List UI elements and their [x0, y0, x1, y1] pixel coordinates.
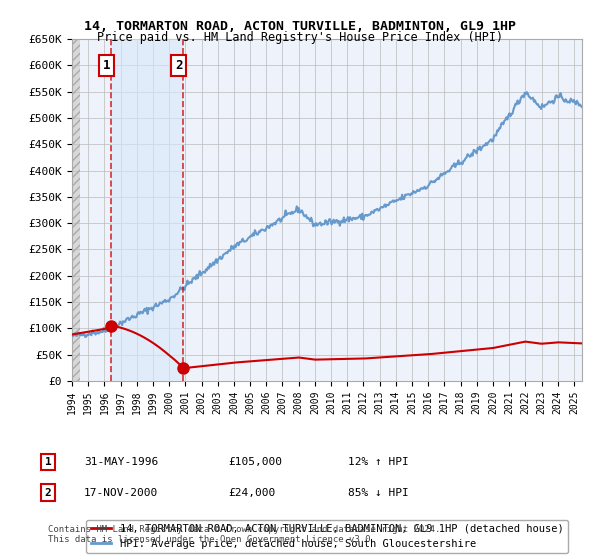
- Text: 12% ↑ HPI: 12% ↑ HPI: [348, 457, 409, 467]
- Bar: [72, 39, 80, 381]
- Bar: [111, 39, 184, 381]
- Text: 31-MAY-1996: 31-MAY-1996: [84, 457, 158, 467]
- Text: 14, TORMARTON ROAD, ACTON TURVILLE, BADMINTON, GL9 1HP: 14, TORMARTON ROAD, ACTON TURVILLE, BADM…: [84, 20, 516, 32]
- Text: Contains HM Land Registry data © Crown copyright and database right 2024.
This d: Contains HM Land Registry data © Crown c…: [48, 525, 440, 544]
- Text: 1: 1: [44, 457, 52, 467]
- Text: 2: 2: [44, 488, 52, 498]
- Text: 17-NOV-2000: 17-NOV-2000: [84, 488, 158, 498]
- Text: 2: 2: [175, 59, 182, 72]
- Text: 1: 1: [103, 59, 110, 72]
- Text: £105,000: £105,000: [228, 457, 282, 467]
- Text: 85% ↓ HPI: 85% ↓ HPI: [348, 488, 409, 498]
- Text: Price paid vs. HM Land Registry's House Price Index (HPI): Price paid vs. HM Land Registry's House …: [97, 31, 503, 44]
- Bar: [72, 39, 80, 381]
- Legend: 14, TORMARTON ROAD, ACTON TURVILLE, BADMINTON, GL9 1HP (detached house), HPI: Av: 14, TORMARTON ROAD, ACTON TURVILLE, BADM…: [86, 520, 568, 553]
- Text: £24,000: £24,000: [228, 488, 275, 498]
